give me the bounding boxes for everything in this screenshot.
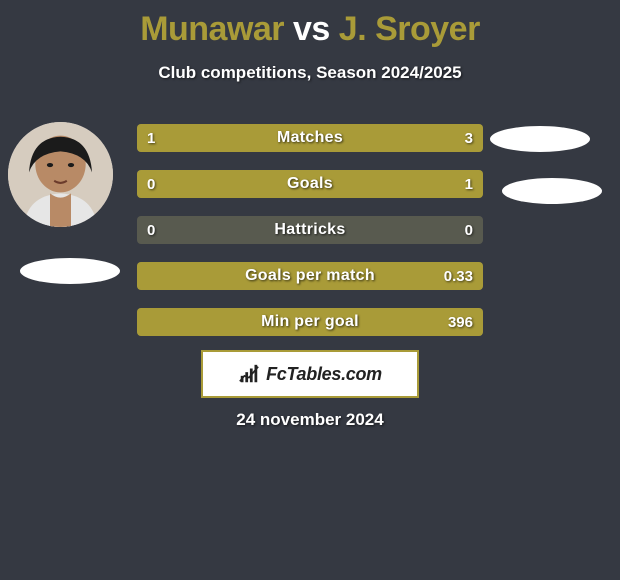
stat-row: 13Matches bbox=[137, 124, 483, 152]
player1-club-ellipse bbox=[20, 258, 120, 284]
stat-row: 0.33Goals per match bbox=[137, 262, 483, 290]
stat-label: Hattricks bbox=[137, 216, 483, 244]
stat-label: Goals bbox=[137, 170, 483, 198]
stat-row: 01Goals bbox=[137, 170, 483, 198]
stat-row: 00Hattricks bbox=[137, 216, 483, 244]
brand-badge: FcTables.com bbox=[201, 350, 419, 398]
title-vs: vs bbox=[293, 10, 330, 48]
player2-name: J. Sroyer bbox=[339, 10, 480, 48]
player1-name: Munawar bbox=[140, 10, 284, 48]
player1-avatar bbox=[8, 122, 113, 227]
stat-label: Min per goal bbox=[137, 308, 483, 336]
bar-chart-icon bbox=[238, 363, 260, 385]
brand-text: FcTables.com bbox=[266, 364, 382, 385]
snapshot-date: 24 november 2024 bbox=[0, 410, 620, 430]
stat-label: Goals per match bbox=[137, 262, 483, 290]
stats-bar-chart: 13Matches 01Goals 00Hattricks 0.33Goals per… bbox=[137, 124, 483, 354]
stat-label: Matches bbox=[137, 124, 483, 152]
player2-club-ellipse bbox=[502, 178, 602, 204]
subtitle: Club competitions, Season 2024/2025 bbox=[0, 63, 620, 83]
avatar-placeholder-icon bbox=[8, 122, 113, 227]
comparison-title: Munawar vs J. Sroyer bbox=[0, 0, 620, 49]
stat-row: 396Min per goal bbox=[137, 308, 483, 336]
player2-avatar-ellipse bbox=[490, 126, 590, 152]
